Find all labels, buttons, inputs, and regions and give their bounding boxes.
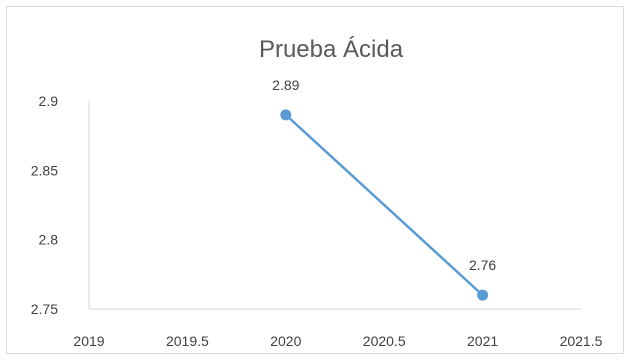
y-tick-labels: 2.75 2.8 2.85 2.9 <box>31 93 58 317</box>
axes <box>88 101 581 310</box>
y-tick-label: 2.85 <box>31 162 58 178</box>
series <box>280 109 489 301</box>
x-tick-label: 2019 <box>73 333 104 349</box>
y-tick-label: 2.75 <box>31 301 58 317</box>
data-label: 2.89 <box>272 77 299 93</box>
data-point <box>280 109 292 121</box>
data-point <box>477 289 489 301</box>
data-label: 2.76 <box>469 257 496 273</box>
data-labels: 2.89 2.76 <box>272 77 496 273</box>
x-tick-label: 2021.5 <box>560 333 603 349</box>
chart-title: Prueba Ácida <box>259 36 404 63</box>
y-tick-label: 2.9 <box>39 93 59 109</box>
series-line <box>284 113 484 297</box>
x-tick-label: 2020.5 <box>363 333 406 349</box>
x-tick-label: 2021 <box>467 333 498 349</box>
chart-frame <box>6 6 624 354</box>
x-tick-label: 2019.5 <box>166 333 209 349</box>
x-tick-label: 2020 <box>270 333 301 349</box>
y-tick-label: 2.8 <box>39 232 59 248</box>
x-tick-labels: 2019 2019.5 2020 2020.5 2021 2021.5 <box>73 333 602 349</box>
